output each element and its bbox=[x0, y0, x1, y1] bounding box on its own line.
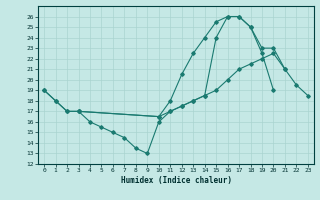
X-axis label: Humidex (Indice chaleur): Humidex (Indice chaleur) bbox=[121, 176, 231, 185]
